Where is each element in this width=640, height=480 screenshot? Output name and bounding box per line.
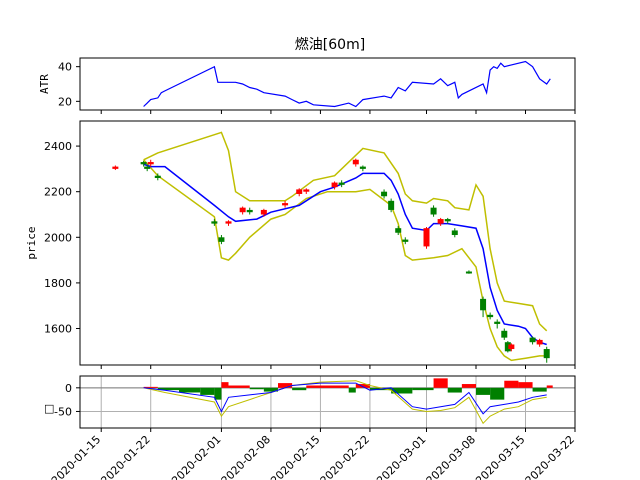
oscillator-bar — [348, 387, 356, 393]
candle-body — [487, 314, 494, 318]
candle-body — [211, 221, 218, 224]
oscillator-bar — [214, 387, 222, 400]
oscillator-bar — [179, 387, 201, 393]
oscillator-bar — [447, 387, 462, 393]
oscillator-bar — [461, 384, 476, 388]
candle-body — [504, 342, 511, 352]
y-tick-label: 2400 — [44, 140, 72, 153]
candle-body — [303, 189, 310, 192]
oscillator-bar — [263, 387, 278, 392]
oscillator-bar — [433, 378, 448, 388]
price-lines — [143, 131, 548, 362]
candle-body — [529, 337, 536, 343]
candle-body — [239, 207, 246, 213]
y-tick-label: 1800 — [44, 277, 72, 290]
candle-body — [225, 221, 232, 224]
candle-body — [381, 191, 388, 197]
candle-body — [246, 209, 253, 213]
oscillator-bar — [412, 387, 434, 391]
atr-series — [143, 60, 551, 108]
y-tick-label: 1600 — [44, 323, 72, 336]
candle-body — [508, 344, 515, 350]
oscillator-bar — [504, 380, 519, 388]
candle-body — [260, 209, 267, 215]
y-tick-label: 20 — [58, 95, 72, 108]
y-tick-label: 40 — [58, 61, 72, 74]
candle-body — [154, 175, 161, 179]
atr-ylabel: ATR — [38, 74, 51, 94]
candle-body — [437, 219, 444, 224]
atr-line — [143, 60, 551, 108]
candle-body — [112, 166, 119, 169]
candle-body — [282, 203, 289, 206]
oscillator-line-1 — [143, 382, 547, 415]
upper-band-line — [143, 131, 548, 332]
oscillator-bar — [518, 382, 533, 388]
candle-body — [543, 349, 550, 359]
lower-band-line — [143, 159, 547, 362]
y-tick-label: -50 — [54, 405, 72, 418]
oscillator-bar — [546, 385, 553, 388]
price-xticks — [100, 365, 576, 369]
oscillator-line-2 — [143, 380, 547, 425]
candle-body — [140, 162, 147, 165]
oscillator-yticks: 0 -50 — [54, 382, 80, 418]
oscillator-bar — [249, 387, 264, 390]
candle-body — [402, 239, 409, 242]
candle-body — [536, 339, 543, 345]
oscillator-lines — [143, 380, 547, 425]
candle-body — [352, 159, 359, 165]
candle-body — [395, 228, 402, 233]
oscillator-bar — [532, 387, 547, 392]
mid-line — [143, 163, 547, 346]
candle-body — [430, 207, 437, 215]
oscillator-bar — [476, 387, 491, 395]
candle-body — [331, 182, 338, 188]
oscillator-bar — [228, 385, 250, 388]
atr-xticks — [100, 110, 576, 114]
oscillator-bar — [306, 385, 349, 388]
oscillator-axes-frame — [79, 375, 576, 429]
candle-body — [494, 321, 501, 324]
oscillator-bar — [490, 387, 505, 400]
oscillator-ylabel: □ — [44, 402, 54, 415]
candle-body — [451, 230, 458, 236]
price-panel: price 1600 1800 2000 2200 2400 — [25, 120, 576, 369]
candle-body — [388, 200, 395, 210]
price-axes-frame — [79, 120, 576, 366]
oscillator-bars — [143, 378, 553, 400]
candle-body — [465, 271, 472, 274]
y-tick-label: 2200 — [44, 186, 72, 199]
price-yticks: 1600 1800 2000 2200 2400 — [44, 140, 80, 336]
price-candles — [112, 158, 550, 363]
atr-axes-frame — [79, 57, 576, 111]
candle-body — [144, 166, 151, 169]
oscillator-bar — [200, 387, 215, 395]
candle-body — [296, 189, 303, 194]
oscillator-bar — [221, 382, 229, 388]
candle-body — [359, 166, 366, 169]
y-tick-label: 0 — [65, 382, 72, 395]
candle-body — [480, 298, 487, 311]
oscillator-bar — [292, 387, 307, 391]
chart-title: 燃油[60m] — [295, 36, 365, 53]
candle-body — [501, 330, 508, 338]
candle-body — [444, 219, 451, 222]
oscillator-bar — [278, 383, 293, 388]
oscillator-bar — [143, 386, 158, 388]
candle-body — [338, 182, 345, 185]
candle-body — [218, 237, 225, 242]
candle-body — [147, 162, 154, 165]
candle-body — [423, 228, 430, 247]
y-tick-label: 2000 — [44, 231, 72, 244]
price-ylabel: price — [25, 226, 38, 259]
